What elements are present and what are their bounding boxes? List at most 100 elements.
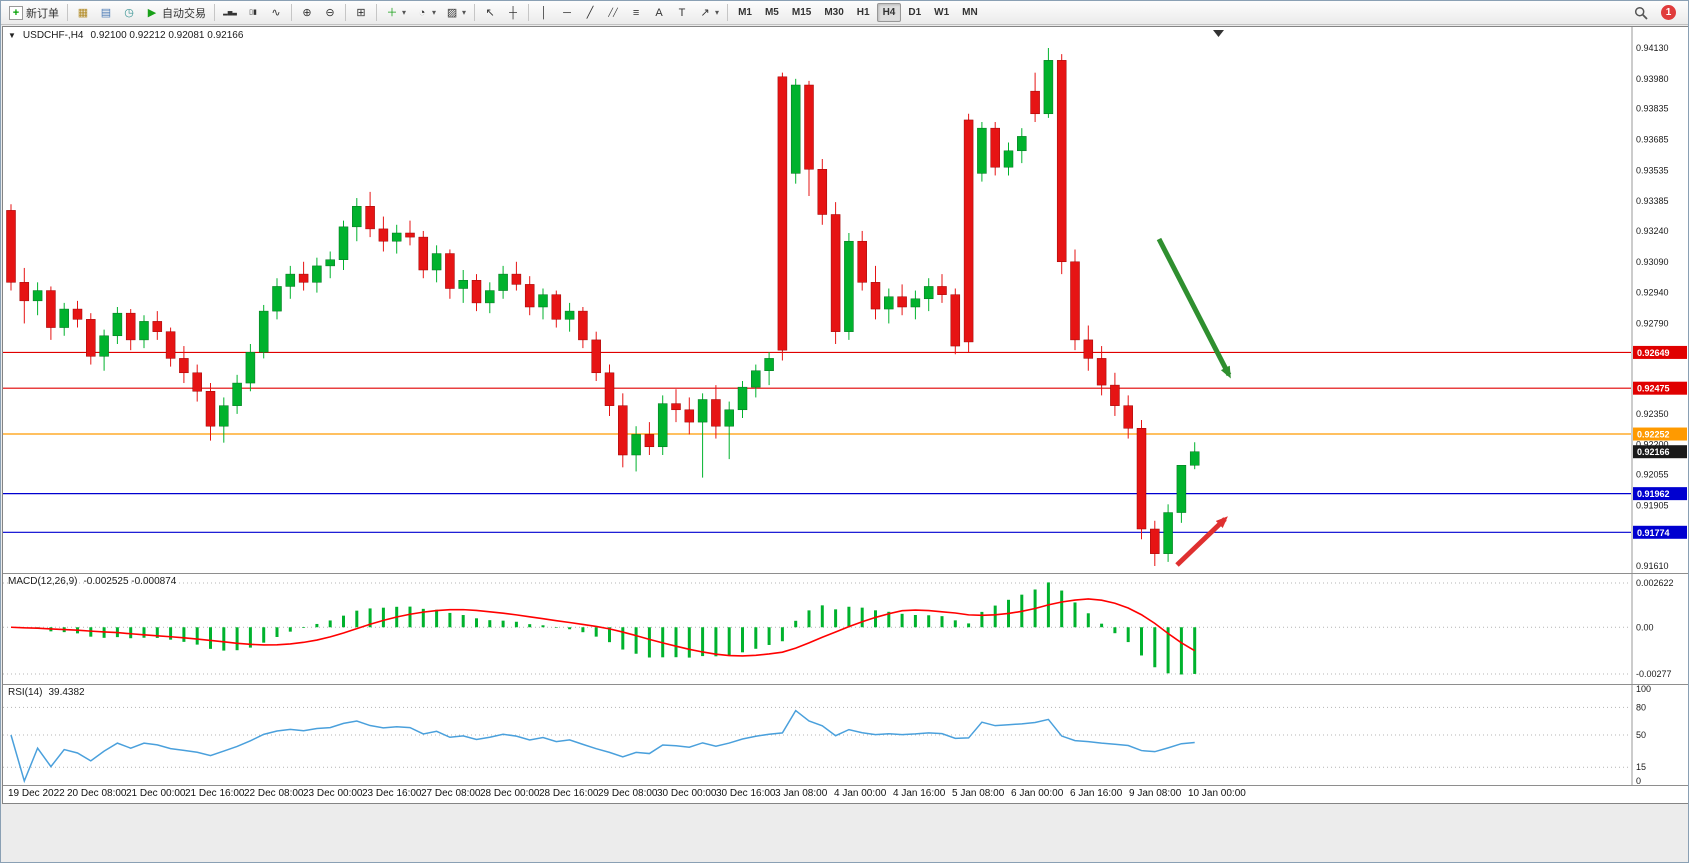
time-label: 30 Dec 16:00 [716, 788, 776, 799]
resistance-line-price-label [1633, 345, 1687, 359]
timeframe-m5-button[interactable]: M5 [764, 7, 779, 18]
bar-chart-icon: ▂▅▃ [223, 9, 237, 16]
rsi-chart[interactable]: 100 80 50 15 0 [3, 685, 1688, 785]
horizontal-line-button[interactable]: ─ [556, 3, 578, 23]
line-chart-button[interactable]: ∿ [265, 3, 287, 23]
notification-badge[interactable]: 1 [1661, 5, 1676, 20]
chart-shift-marker[interactable] [1213, 30, 1224, 37]
bear-candle [937, 286, 947, 295]
cursor-button[interactable]: ↖ [479, 3, 501, 23]
text-button[interactable]: A [648, 3, 670, 23]
bull-candle [352, 206, 362, 228]
bar-chart-button[interactable]: ▂▅▃ [219, 3, 241, 23]
timeframe-m30-button[interactable]: M30 [824, 7, 844, 18]
price-tick: 0.92350 [1636, 409, 1669, 419]
rsi-tick: 100 [1636, 685, 1651, 694]
bull-candle [538, 294, 548, 308]
bear-candle [6, 210, 16, 283]
time-label: 5 Jan 08:00 [952, 788, 1005, 799]
text-icon: A [655, 6, 663, 19]
trendline-button[interactable]: ╱ [579, 3, 601, 23]
bear-candle [524, 284, 535, 308]
bear-candle [405, 232, 415, 238]
arrows-button[interactable]: ↗ ▾ [694, 3, 723, 23]
timeframe-mn-button[interactable]: MN [962, 7, 978, 18]
bull-candle [258, 310, 269, 353]
price-tick: 0.93090 [1636, 257, 1669, 267]
dropdown-caret-icon: ▾ [715, 8, 720, 17]
new-chart-icon: ▦ [77, 6, 89, 19]
resistance-line-price-label [1633, 381, 1687, 395]
bull-candle [884, 296, 894, 310]
time-label: 6 Jan 16:00 [1070, 788, 1123, 799]
price-tick: 0.92200 [1636, 440, 1669, 450]
new-order-button[interactable]: + 新订单 [5, 3, 63, 23]
indicators-icon: ＋ [386, 6, 398, 19]
bull-candle [338, 226, 349, 260]
time-label: 6 Jan 00:00 [1011, 788, 1064, 799]
bull-candle [923, 286, 934, 300]
svg-text:0.91774: 0.91774 [1637, 528, 1670, 538]
bear-candle [963, 119, 974, 343]
bull-candle [219, 405, 229, 427]
main-chart-panel: ▼ USDCHF-,H4 0.92100 0.92212 0.92081 0.9… [3, 27, 1688, 574]
main-chart[interactable]: 0.94130 0.93980 0.93835 0.93685 0.93535 0.933… [3, 27, 1688, 573]
macd-panel: MACD(12,26,9) -0.002525 -0.000874 0.0026… [3, 574, 1688, 685]
price-tick: 0.93385 [1636, 196, 1669, 206]
down-trend-arrow[interactable] [1156, 237, 1232, 379]
timeframe-m15-button[interactable]: M15 [791, 7, 812, 18]
bear-candle [511, 273, 522, 285]
time-label: 22 Dec 08:00 [244, 788, 304, 799]
market-watch-button[interactable]: ◷ [118, 3, 140, 23]
tile-windows-button[interactable]: ⊞ [350, 3, 372, 23]
periods-button[interactable]: ◔ ▾ [411, 3, 440, 23]
svg-text:0.92166: 0.92166 [1637, 447, 1670, 457]
time-label: 19 Dec 2022 [8, 788, 65, 799]
line-chart-icon: ∿ [271, 6, 281, 19]
bear-candle [152, 321, 163, 332]
templates-button[interactable]: ▨ ▾ [441, 3, 470, 23]
price-tick: 0.93535 [1636, 165, 1669, 175]
timeframe-h1-button[interactable]: H1 [856, 7, 870, 18]
bear-candle [551, 294, 562, 320]
timeframe-h4-button[interactable]: H4 [876, 3, 902, 22]
zoom-out-button[interactable]: ⊖ [319, 3, 341, 23]
toolbar-separator [376, 4, 377, 21]
bull-candle [977, 127, 987, 174]
time-label: 4 Jan 00:00 [834, 788, 887, 799]
time-label: 4 Jan 16:00 [893, 788, 946, 799]
text-label-button[interactable]: T [671, 3, 693, 23]
search-button[interactable] [1630, 3, 1652, 23]
chart-title: USDCHF-,H4 [22, 30, 84, 41]
profiles-button[interactable]: ▤ [95, 3, 117, 23]
channel-button[interactable]: ╱╱ [602, 3, 624, 23]
rsi-tick: 15 [1636, 762, 1646, 772]
bull-candle [1017, 136, 1027, 152]
auto-trading-button[interactable]: ▶ 自动交易 [141, 3, 210, 23]
timeframe-w1-button[interactable]: W1 [934, 7, 950, 18]
toolbar-right: 1 [1630, 3, 1684, 23]
toolbar-separator [291, 4, 292, 21]
candlestick-chart-button[interactable]: ▯▮ [242, 3, 264, 23]
fibonacci-button[interactable]: ≡ [625, 3, 647, 23]
time-label: 21 Dec 00:00 [126, 788, 186, 799]
rsi-line [10, 709, 1195, 784]
indicators-button[interactable]: ＋ ▾ [381, 3, 410, 23]
time-label: 23 Dec 16:00 [362, 788, 422, 799]
bear-candle [1083, 339, 1094, 359]
new-chart-button[interactable]: ▦ [72, 3, 94, 23]
timeframe-d1-button[interactable]: D1 [908, 7, 922, 18]
candles [6, 48, 1200, 566]
symbol-dropdown-icon[interactable]: ▼ [8, 31, 16, 40]
bear-candle [671, 403, 681, 411]
macd-chart[interactable]: 0.002622 0.00 -0.00277 [3, 574, 1688, 684]
bull-candle [1043, 60, 1054, 115]
timeframe-m1-button[interactable]: M1 [738, 7, 752, 18]
bear-candle [1070, 261, 1080, 341]
bear-candle [817, 169, 828, 215]
vertical-line-button[interactable]: │ [533, 3, 555, 23]
up-bounce-arrow[interactable] [1175, 516, 1228, 567]
bear-candle [578, 310, 588, 341]
crosshair-button[interactable]: ┼ [502, 3, 524, 23]
zoom-in-button[interactable]: ⊕ [296, 3, 318, 23]
